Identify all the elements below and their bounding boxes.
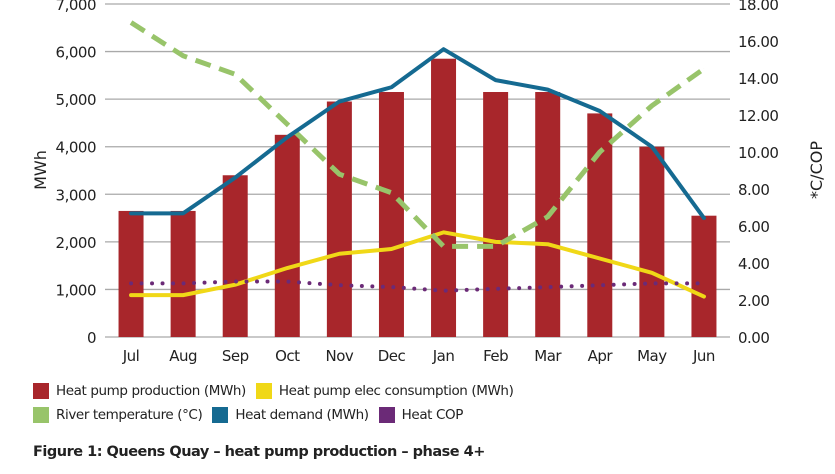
y-right-tick-label: 4.00 — [738, 255, 769, 273]
bar — [378, 92, 404, 337]
legend-label: Heat pump elec consumption (MWh) — [278, 382, 514, 399]
legend-row: River temperature (°C) Heat demand (MWh)… — [33, 404, 523, 425]
x-tick-label: Oct — [275, 347, 300, 365]
bar — [587, 113, 613, 338]
legend-label: Heat COP — [401, 406, 464, 423]
legend-item-river: River temperature (°C) — [33, 406, 203, 423]
x-tick-label: Apr — [588, 347, 614, 365]
y-tick-label: 7,000 — [56, 0, 96, 14]
legend: Heat pump production (MWh) Heat pump ele… — [33, 380, 523, 428]
bar — [691, 215, 717, 337]
y-right-tick-label: 6.00 — [738, 218, 769, 236]
y-tick-label: 4,000 — [56, 139, 96, 157]
x-tick-label: Sep — [222, 347, 249, 365]
legend-item-production: Heat pump production (MWh) — [33, 382, 246, 399]
legend-swatch — [33, 406, 49, 423]
series-line — [129, 47, 706, 221]
bar — [118, 210, 144, 337]
y-tick-label: 0 — [87, 329, 96, 347]
bar — [431, 58, 457, 337]
series-line — [129, 279, 706, 293]
y-right-tick-label: 12.00 — [738, 107, 778, 125]
legend-label: River temperature (°C) — [56, 406, 203, 423]
y-right-tick-label: 18.00 — [738, 0, 778, 14]
x-tick-label: Jan — [432, 347, 455, 365]
x-tick-label: Jul — [122, 347, 140, 365]
series-line — [129, 20, 706, 249]
bar — [639, 146, 665, 337]
bar — [170, 210, 196, 337]
legend-swatch — [212, 406, 229, 423]
y-right-tick-label: 16.00 — [738, 33, 778, 51]
x-tick-label: Dec — [378, 347, 406, 365]
x-tick-label: Nov — [325, 347, 353, 365]
x-tick-label: Mar — [534, 347, 562, 365]
legend-row: Heat pump production (MWh) Heat pump ele… — [33, 380, 523, 401]
chart: 0 1,000 2,000 3,000 4,000 5,000 6,000 7,000 0.00… — [31, 0, 826, 365]
y-right-tick-label: 0.00 — [738, 329, 769, 347]
y-right-tick-label: 14.00 — [738, 70, 778, 88]
x-tick-label: Jun — [692, 347, 715, 365]
y-tick-label: 1,000 — [56, 281, 96, 299]
bar — [483, 92, 509, 337]
legend-swatch — [378, 406, 395, 423]
x-tick-label: Aug — [169, 347, 197, 365]
legend-item-demand: Heat demand (MWh) — [212, 406, 369, 423]
y-tick-label: 3,000 — [56, 186, 96, 204]
y-tick-label: 2,000 — [56, 234, 96, 252]
y-axis-label: MWh — [31, 150, 50, 190]
series-line — [129, 230, 706, 299]
x-tick-label: Feb — [483, 347, 508, 365]
legend-item-cop: Heat COP — [378, 406, 464, 423]
y-tick-label: 5,000 — [56, 91, 96, 109]
x-tick-label: May — [637, 347, 667, 365]
legend-label: Heat demand (MWh) — [235, 406, 369, 423]
y-tick-label: 6,000 — [56, 44, 96, 62]
legend-swatch — [255, 382, 272, 399]
bar — [222, 175, 248, 337]
bar — [326, 101, 352, 338]
y-right-axis-label: *C/COP — [807, 141, 826, 199]
bar — [274, 134, 300, 337]
legend-item-elec: Heat pump elec consumption (MWh) — [255, 382, 514, 399]
y-right-tick-label: 8.00 — [738, 181, 769, 199]
y-right-tick-label: 10.00 — [738, 144, 778, 162]
y-right-tick-label: 2.00 — [738, 292, 769, 310]
legend-swatch — [33, 382, 49, 399]
figure-caption: Figure 1: Queens Quay – heat pump produc… — [33, 444, 485, 460]
legend-label: Heat pump production (MWh) — [56, 382, 246, 399]
